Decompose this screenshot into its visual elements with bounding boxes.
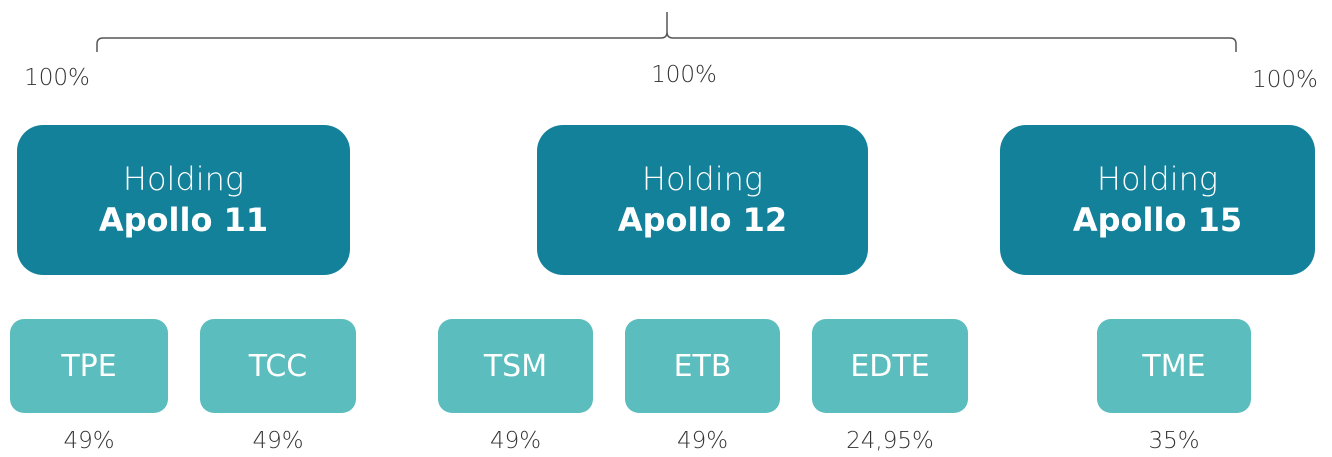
holding-prefix: Holding <box>122 160 245 198</box>
holding-prefix: Holding <box>641 160 764 198</box>
top-percentage: 100% <box>1252 67 1318 93</box>
holding-box: Holding Apollo 11 <box>17 125 350 275</box>
subsidiary-share: 49% <box>63 428 115 454</box>
holding-name: Apollo 12 <box>617 201 788 239</box>
subsidiary-box: EDTE <box>812 319 968 413</box>
bracket-line <box>96 12 1237 52</box>
subsidiary-share: 49% <box>489 428 542 454</box>
subsidiary-share: 35% <box>1148 428 1200 454</box>
subsidiary-share: 24,95% <box>846 428 934 454</box>
top-percentage: 100% <box>651 62 717 88</box>
top-percentage: 100% <box>24 65 90 91</box>
subsidiary-share: 49% <box>252 428 304 454</box>
subsidiary-box: TSM <box>438 319 593 413</box>
holding-name: Apollo 11 <box>98 201 269 239</box>
subsidiary-box: ETB <box>625 319 780 413</box>
subsidiary-share: 49% <box>676 428 729 454</box>
holding-prefix: Holding <box>1096 160 1219 198</box>
bracket <box>96 12 1237 52</box>
holding-box: Holding Apollo 12 <box>537 125 868 275</box>
subsidiary-box: TME <box>1097 319 1251 413</box>
holding-box: Holding Apollo 15 <box>1000 125 1315 275</box>
subsidiary-box: TCC <box>200 319 356 413</box>
subsidiary-box: TPE <box>10 319 168 413</box>
holding-name: Apollo 15 <box>1072 201 1243 239</box>
